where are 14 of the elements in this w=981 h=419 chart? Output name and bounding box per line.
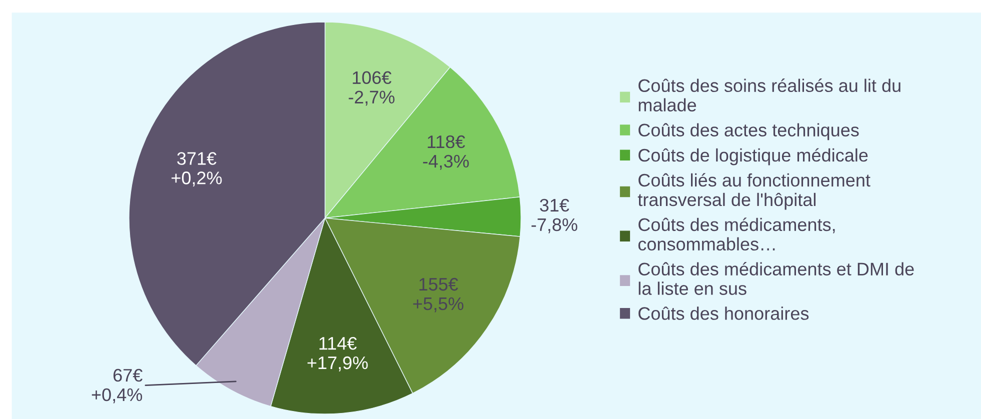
data-label: 106€ -2,7% [348,71,394,106]
legend-label: Coûts des médicaments et DMI de la liste en sus [638,262,914,295]
data-label: 371€ +0,2% [172,152,222,186]
legend-label: Coûts des actes techniques [638,123,859,140]
data-label: 118€ -4,3% [423,135,469,170]
data-label: 155€ +5,5% [413,278,464,312]
legend-label: Coûts des soins réalisés au lit du malade [638,78,900,112]
legend-label: Coûts des médicaments, consommables… [638,218,835,251]
legend-label: Coûts de logistique médicale [638,148,868,166]
legend-label: Coûts des honoraires [638,306,809,320]
data-label: 31€ -7,8% [532,198,578,234]
legend-label: Coûts liés au fonctionnement transversal de l'hôpital [638,173,870,210]
data-label: 114€ +17,9% [308,336,368,372]
data-label: 67€ +0,4% [92,368,142,404]
